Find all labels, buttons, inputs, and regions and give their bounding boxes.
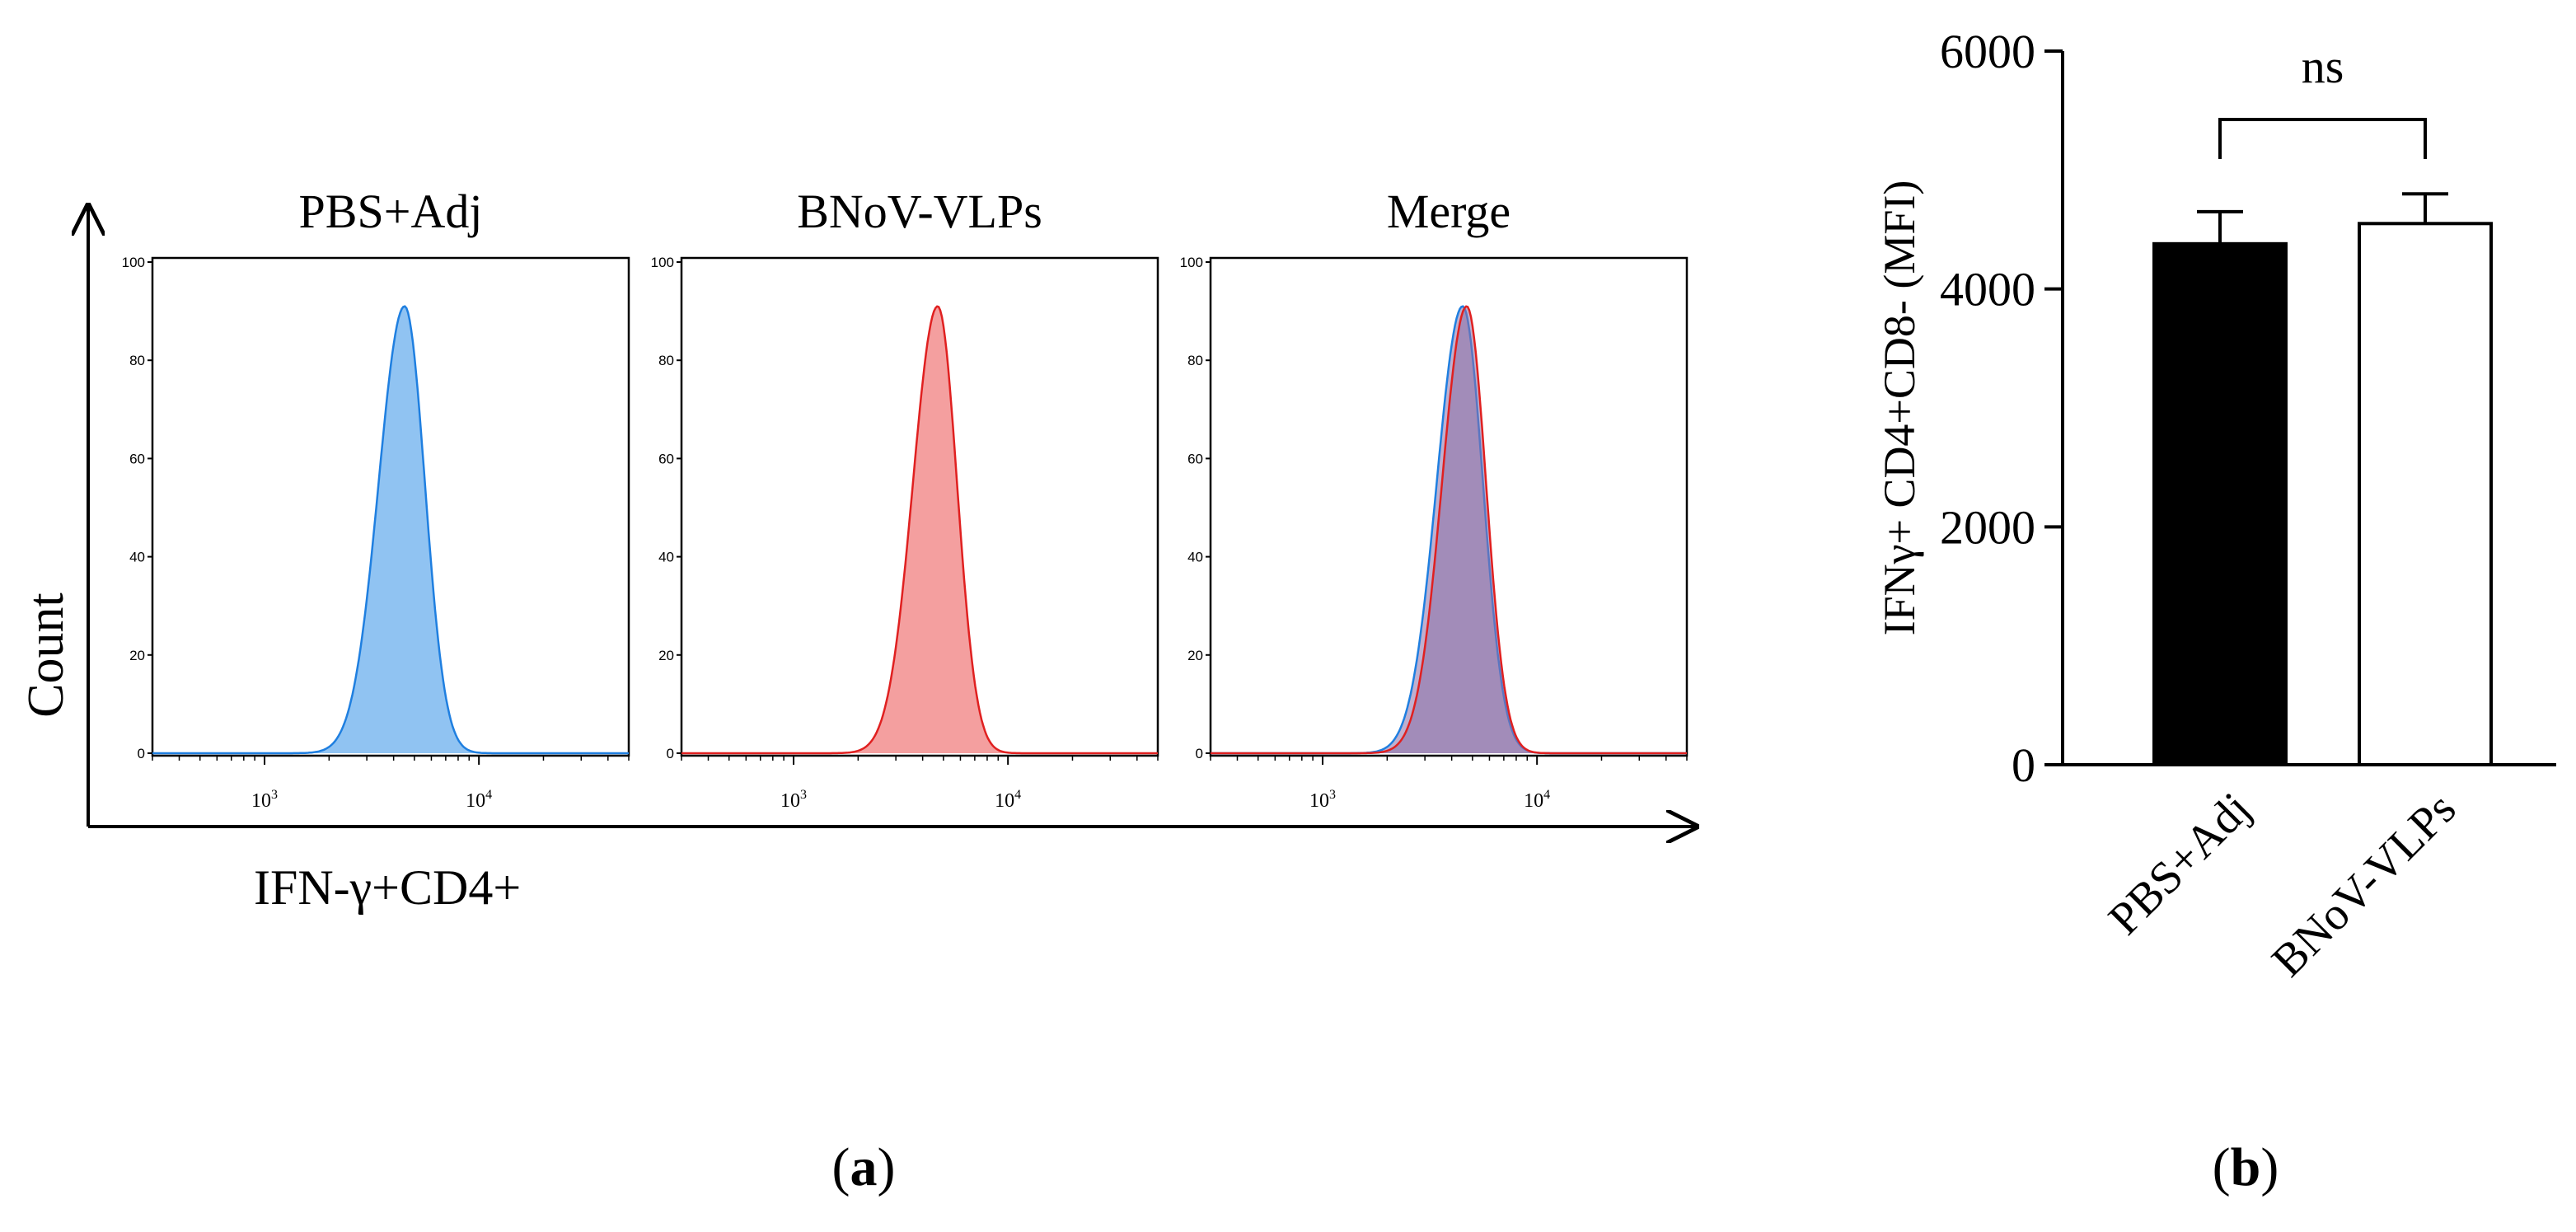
- y-tick-label: 100: [651, 255, 674, 270]
- y-tick-label: 80: [1187, 353, 1203, 368]
- histogram-line-vlp: [681, 305, 1158, 755]
- histogram-line-pbs: [152, 305, 629, 755]
- bar-y-label: IFNγ+ CD4+CD8- (MFI): [1875, 180, 1924, 636]
- y-tick-label: 20: [658, 648, 674, 663]
- y-tick-label: 40: [1187, 550, 1203, 565]
- y-tick-label: 60: [1187, 451, 1203, 466]
- histogram-pbs-adj: PBS+Adj 0 20 40 60 80 100 103 104: [122, 185, 630, 812]
- histogram-fill-pbs: [152, 306, 629, 753]
- bar: [2152, 241, 2288, 766]
- panel-b: (b) 0 2000 4000 6000 IFNγ+ CD4+CD8- (MFI) PBS…: [1875, 25, 2556, 1197]
- y-tick-label: 60: [658, 451, 674, 466]
- bar-category-label: BNoV-VLPs: [2262, 783, 2466, 986]
- panel-b-caption: (b): [2213, 1137, 2279, 1197]
- bar: [2358, 222, 2493, 766]
- y-tick-label: 100: [122, 255, 145, 270]
- histogram-title: PBS+Adj: [299, 185, 483, 238]
- histogram-merge: Merge 0 20 40 60 80 100 103 104: [1180, 185, 1688, 812]
- histogram-title: BNoV-VLPs: [797, 185, 1042, 238]
- bar-category-label: PBS+Adj: [2099, 783, 2260, 944]
- histogram-line-vlp: [1211, 305, 1687, 755]
- y-tick-label: 0: [667, 746, 674, 761]
- histogram-frame: [1209, 256, 1688, 757]
- x-tick-label: 104: [466, 788, 492, 812]
- histogram-bnov-vlps: BNoV-VLPs 0 20 40 60 80 100 103 104: [651, 185, 1159, 812]
- x-tick-label: 103: [1309, 788, 1336, 812]
- histogram-title: Merge: [1387, 185, 1510, 238]
- y-tick-label: 100: [1180, 255, 1203, 270]
- x-tick-label: 104: [1524, 788, 1550, 812]
- y-tick-label: 80: [129, 353, 145, 368]
- panel-a-y-label: Count: [18, 593, 74, 718]
- y-tick-label: 20: [1187, 648, 1203, 663]
- x-tick-label: 103: [780, 788, 807, 812]
- panel-a-caption: (a): [832, 1137, 896, 1197]
- histogram-frame: [680, 256, 1159, 757]
- y-tick-label: 40: [658, 550, 674, 565]
- bar-y-tick-label: 0: [2012, 738, 2035, 792]
- histogram-fill-vlp: [681, 306, 1158, 753]
- y-tick-label: 60: [129, 451, 145, 466]
- y-tick-label: 0: [138, 746, 145, 761]
- bar-y-tick-label: 6000: [1940, 25, 2035, 78]
- significance-bracket: [2218, 118, 2427, 159]
- panel-a: Count IFN-γ+CD4+ (a) PBS+Adj 0 20 40 60 80 100…: [18, 185, 1696, 1197]
- x-tick-label: 103: [251, 788, 278, 812]
- panel-a-x-label: IFN-γ+CD4+: [254, 860, 521, 915]
- y-tick-label: 0: [1196, 746, 1203, 761]
- y-tick-label: 20: [129, 648, 145, 663]
- y-tick-label: 80: [658, 353, 674, 368]
- bar-y-tick-label: 4000: [1940, 263, 2035, 316]
- histogram-fill-vlp: [1211, 306, 1687, 753]
- histogram-frame: [151, 256, 630, 757]
- significance-label: ns: [2302, 40, 2344, 93]
- bar-y-tick-label: 2000: [1940, 500, 2035, 554]
- y-tick-label: 40: [129, 550, 145, 565]
- x-tick-label: 104: [995, 788, 1021, 812]
